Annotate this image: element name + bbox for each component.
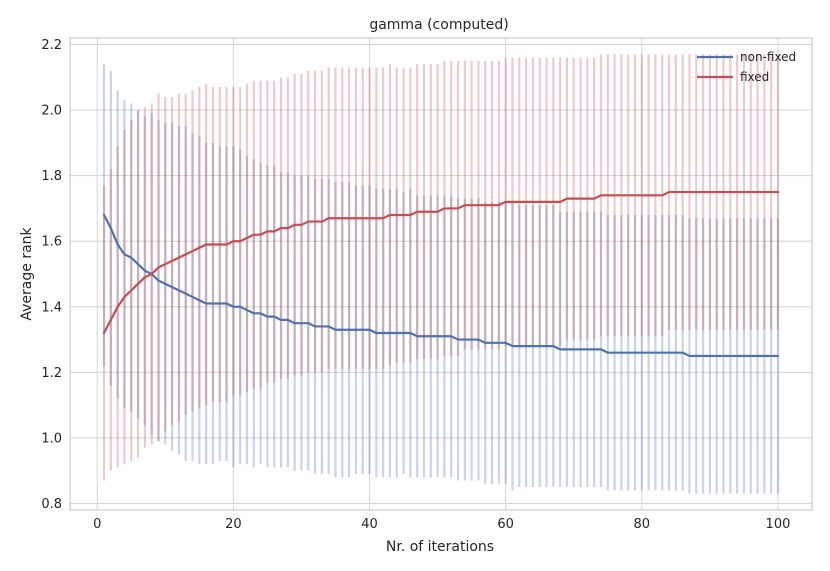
x-tick-label: 60 [497,517,514,532]
x-tick-label: 40 [361,517,378,532]
y-tick-label: 1.6 [41,235,62,250]
y-tick-label: 1.0 [41,431,62,446]
plot-frame [69,37,813,511]
x-tick-labels: 0 20 40 60 80 100 [93,517,790,532]
x-tick-label: 0 [93,517,101,532]
grid [70,38,812,510]
x-tick-label: 20 [225,517,242,532]
legend-label-non-fixed: non-fixed [740,50,796,64]
y-tick-label: 1.2 [41,366,62,381]
y-tick-labels: 0.8 1.0 1.2 1.4 1.6 1.8 2.0 2.2 [41,38,62,512]
x-axis-label: Nr. of iterations [386,539,494,555]
legend-label-fixed: fixed [740,70,769,84]
series-lines [102,190,780,358]
y-tick-label: 1.4 [41,300,62,315]
y-axis-label: Average rank [19,226,35,320]
y-tick-label: 2.0 [41,104,62,119]
chart-title: gamma (computed) [369,17,508,33]
y-tick-label: 0.8 [41,497,62,512]
series-line-non-fixed [102,213,780,358]
x-tick-label: 80 [634,517,651,532]
series-line-fixed [102,190,780,335]
legend: non-fixed fixed [697,50,796,84]
y-tick-label: 2.2 [41,38,62,53]
y-tick-label: 1.8 [41,169,62,184]
x-tick-label: 100 [766,517,791,532]
